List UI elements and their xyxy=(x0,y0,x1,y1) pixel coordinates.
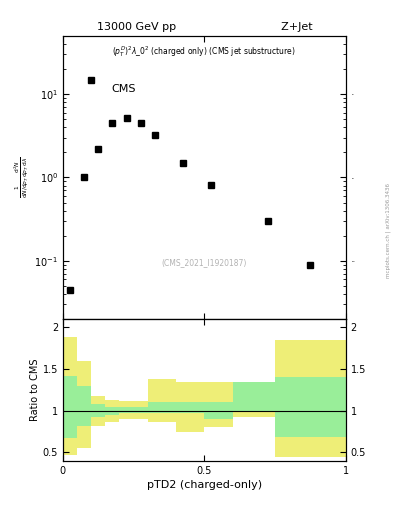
Bar xyxy=(77,361,91,449)
Title: 13000 GeV pp                              Z+Jet: 13000 GeV pp Z+Jet xyxy=(97,23,312,32)
Bar xyxy=(119,407,148,413)
Bar xyxy=(63,337,77,455)
Text: CMS: CMS xyxy=(111,84,136,94)
Bar xyxy=(91,404,105,417)
Bar xyxy=(119,401,148,419)
Bar xyxy=(204,402,233,419)
Bar xyxy=(91,396,105,426)
Bar xyxy=(176,402,204,413)
Bar xyxy=(204,381,233,428)
Bar xyxy=(233,381,275,411)
Bar xyxy=(63,376,77,438)
Bar xyxy=(77,386,91,426)
Y-axis label: Ratio to CMS: Ratio to CMS xyxy=(30,359,40,421)
Bar xyxy=(105,407,119,415)
Bar xyxy=(275,340,346,457)
Text: (CMS_2021_I1920187): (CMS_2021_I1920187) xyxy=(162,258,247,267)
Y-axis label: $\frac{1}{\mathrm{d}N/\mathrm{d}p_T}\frac{\mathrm{d}^2N}{\mathrm{d}p_T\,\mathrm{: $\frac{1}{\mathrm{d}N/\mathrm{d}p_T}\fra… xyxy=(13,157,31,198)
Text: $(p_T^D)^2\lambda\_0^2$ (charged only) (CMS jet substructure): $(p_T^D)^2\lambda\_0^2$ (charged only) (… xyxy=(112,45,296,59)
Bar xyxy=(148,379,176,422)
Bar xyxy=(233,402,275,417)
Text: mcplots.cern.ch | arXiv:1306.3436: mcplots.cern.ch | arXiv:1306.3436 xyxy=(386,183,391,278)
Bar xyxy=(176,381,204,432)
Bar xyxy=(275,377,346,437)
Bar xyxy=(105,400,119,422)
X-axis label: pTD2 (charged-only): pTD2 (charged-only) xyxy=(147,480,262,490)
Bar xyxy=(148,402,176,413)
